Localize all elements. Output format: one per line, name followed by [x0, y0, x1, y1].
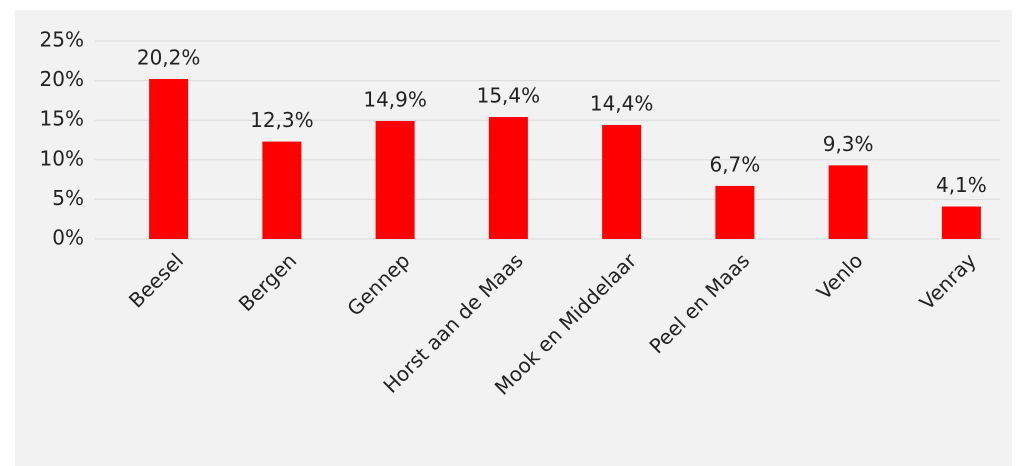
- bar: [149, 79, 189, 240]
- bar: [262, 141, 302, 239]
- bar: [375, 120, 415, 239]
- data-label: 9,3%: [823, 132, 874, 156]
- y-tick-label: 15%: [40, 107, 84, 131]
- bar: [488, 117, 528, 239]
- bar: [828, 165, 868, 239]
- data-label: 4,1%: [936, 173, 987, 197]
- data-label: 6,7%: [709, 152, 760, 176]
- data-label: 12,3%: [250, 108, 314, 132]
- y-tick-label: 20%: [40, 67, 84, 91]
- y-tick-label: 5%: [52, 186, 84, 210]
- data-label: 20,2%: [137, 46, 201, 70]
- bar: [715, 185, 755, 239]
- bar: [941, 206, 981, 239]
- data-label: 15,4%: [477, 84, 541, 108]
- bar: [602, 124, 642, 239]
- y-tick-label: 0%: [52, 226, 84, 250]
- y-tick-label: 25%: [40, 28, 84, 52]
- data-label: 14,9%: [363, 87, 427, 111]
- y-tick-label: 10%: [40, 146, 84, 170]
- data-label: 14,4%: [590, 91, 654, 115]
